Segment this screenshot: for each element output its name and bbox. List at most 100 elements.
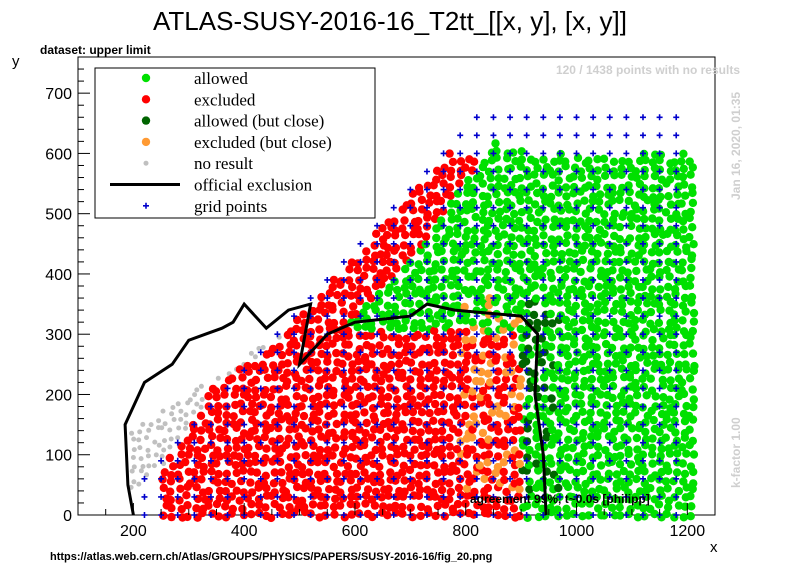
grid-point: [590, 132, 597, 139]
point-excluded: [344, 352, 353, 361]
grid-point: [274, 385, 281, 392]
grid-point: [340, 512, 347, 518]
point-allowed: [672, 468, 682, 477]
point-excluded: [251, 386, 260, 395]
point-excluded: [440, 512, 449, 521]
point-allowed: [576, 391, 585, 400]
point-excluded: [431, 376, 440, 385]
grid-point: [307, 385, 314, 392]
grid-point: [423, 367, 430, 374]
point-allowed: [632, 474, 641, 484]
point-excluded: [227, 492, 236, 501]
grid-point: [507, 204, 514, 211]
point-excluded: [223, 444, 233, 453]
point-excluded: [235, 496, 244, 505]
point-excluded: [282, 377, 292, 386]
grid-point: [174, 457, 181, 464]
point-allowed: [687, 502, 696, 511]
grid-point: [241, 475, 248, 482]
grid-point: [556, 114, 563, 121]
point-allowed: [548, 181, 557, 190]
point-allowed: [586, 408, 595, 418]
point-allowed: [646, 504, 655, 514]
grid-point: [423, 457, 430, 464]
point-excluded: [379, 502, 388, 511]
grid-point: [340, 385, 347, 392]
point-allowed: [685, 157, 694, 166]
point-allowed: [492, 189, 501, 199]
grid-point: [523, 276, 530, 283]
point-allowed: [656, 150, 666, 160]
grid-point: [639, 475, 646, 482]
point-allowed: [689, 317, 699, 326]
point-no-result: [183, 412, 189, 418]
point-allowed: [491, 139, 500, 148]
point-excluded: [416, 375, 425, 384]
grid-point: [390, 367, 397, 374]
point-excluded: [278, 478, 287, 488]
point-allowed: [529, 226, 539, 236]
grid-point: [390, 493, 397, 500]
grid-point: [606, 385, 613, 392]
grid-point: [291, 313, 298, 320]
point-allowed: [617, 307, 627, 316]
point-allowed: [437, 282, 446, 291]
grid-point: [606, 421, 613, 428]
point-excluded: [338, 359, 347, 368]
point-allowed: [619, 407, 628, 416]
grid-point: [241, 439, 248, 446]
grid-point: [407, 475, 414, 482]
point-allowed: [592, 343, 601, 352]
grid-point: [606, 186, 613, 193]
grid-point: [490, 204, 497, 211]
point-excluded: [453, 394, 462, 403]
axes: 200 400 600 800 1000 120001002003004005006007…: [45, 68, 705, 540]
point-excluded: [291, 424, 300, 433]
grid-point: [507, 222, 514, 229]
point-excluded: [429, 416, 438, 425]
grid-point: [390, 385, 397, 392]
point-allowed: [610, 209, 619, 219]
point-allowed: [671, 241, 680, 250]
grid-point: [523, 512, 530, 518]
point-excluded: [362, 285, 372, 295]
point-no-result: [159, 453, 165, 459]
point-allowed: [615, 243, 625, 253]
point-excluded: [454, 428, 463, 437]
point-excluded-but-close: [493, 462, 503, 472]
grid-point: [556, 132, 563, 139]
point-allowed: [568, 443, 577, 453]
grid-point: [523, 493, 530, 500]
point-allowed: [665, 395, 674, 404]
point-allowed: [527, 491, 536, 501]
point-allowed: [603, 249, 613, 258]
grid-point: [340, 439, 347, 446]
point-excluded: [387, 360, 396, 370]
grid-point: [473, 132, 480, 139]
point-no-result: [130, 455, 136, 460]
point-excluded: [352, 492, 361, 501]
grid-point: [340, 403, 347, 410]
point-excluded: [252, 419, 261, 428]
point-allowed-but-close: [525, 485, 534, 494]
point-allowed: [677, 199, 686, 208]
point-excluded: [362, 247, 371, 256]
grid-point: [673, 313, 680, 320]
point-allowed: [601, 297, 610, 307]
point-excluded: [461, 411, 470, 421]
point-allowed: [517, 147, 526, 156]
point-excluded: [402, 334, 411, 344]
grid-point: [573, 114, 580, 121]
point-allowed: [467, 204, 477, 213]
point-no-result: [131, 479, 137, 485]
point-allowed: [383, 301, 393, 310]
point-excluded: [315, 325, 324, 334]
point-allowed: [580, 196, 589, 205]
grid-point: [274, 367, 281, 374]
point-allowed: [531, 157, 540, 167]
point-allowed: [571, 477, 580, 487]
point-excluded: [432, 333, 442, 342]
point-excluded: [400, 476, 409, 485]
point-allowed: [599, 486, 609, 495]
grid-point: [556, 150, 563, 157]
